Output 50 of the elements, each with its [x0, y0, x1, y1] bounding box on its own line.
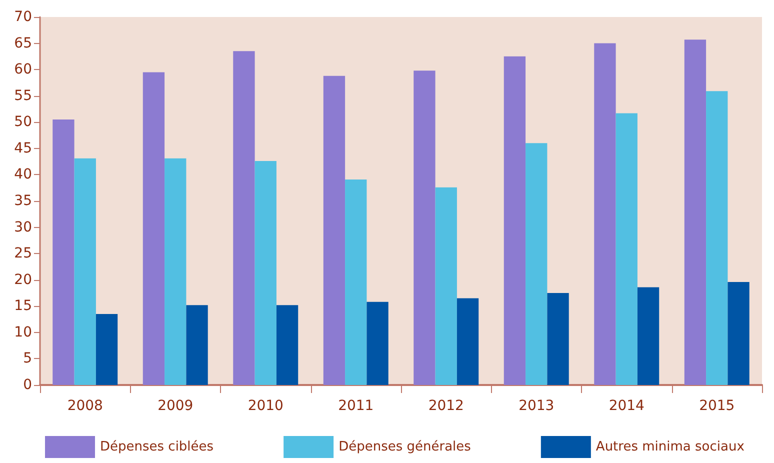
bar [414, 70, 436, 385]
bar [526, 143, 548, 385]
y-tick-label: 55 [14, 88, 32, 104]
bar [52, 120, 74, 385]
y-tick-label: 45 [14, 140, 32, 156]
y-tick-label: 50 [14, 114, 32, 130]
legend-label: Dépenses ciblées [100, 440, 214, 454]
bar [728, 282, 750, 385]
y-tick-label: 35 [14, 193, 32, 209]
bar [96, 314, 118, 385]
bar [164, 158, 186, 385]
bar [254, 161, 276, 385]
x-tick-label: 2015 [699, 398, 735, 414]
x-tick-label: 2010 [248, 398, 284, 414]
x-tick-label: 2013 [518, 398, 554, 414]
y-tick-label: 70 [14, 9, 32, 25]
legend-label: Autres minima sociaux [596, 440, 745, 454]
bar [74, 158, 96, 385]
bar [366, 302, 388, 385]
bar [706, 91, 728, 385]
x-tick-label: 2011 [338, 398, 374, 414]
y-tick-label: 40 [14, 166, 32, 183]
x-tick-label: 2008 [67, 398, 103, 414]
bar [637, 287, 660, 385]
y-tick-label: 30 [14, 219, 32, 236]
legend-label: Dépenses générales [338, 440, 472, 454]
bar [186, 305, 208, 385]
bar [233, 51, 255, 385]
x-tick-label: 2009 [158, 398, 194, 414]
bar [435, 187, 457, 385]
bar [345, 179, 367, 385]
x-tick-label: 2012 [428, 398, 464, 414]
bar [547, 293, 569, 385]
bar [323, 76, 346, 385]
bar [504, 56, 526, 385]
y-tick-label: 65 [14, 35, 32, 52]
y-tick-label: 60 [14, 62, 32, 78]
y-tick-label: 10 [14, 324, 32, 340]
x-tick-label: 2014 [608, 398, 645, 414]
bar [684, 40, 706, 385]
y-tick-label: 0 [23, 377, 32, 393]
y-tick-label: 20 [14, 272, 32, 288]
y-tick-label: 25 [14, 246, 32, 262]
y-tick-label: 5 [23, 350, 32, 367]
bar [594, 43, 616, 385]
bar [142, 72, 165, 385]
bar [456, 298, 479, 385]
y-tick-label: 15 [14, 298, 32, 314]
bar [616, 113, 638, 385]
bar [276, 305, 298, 385]
